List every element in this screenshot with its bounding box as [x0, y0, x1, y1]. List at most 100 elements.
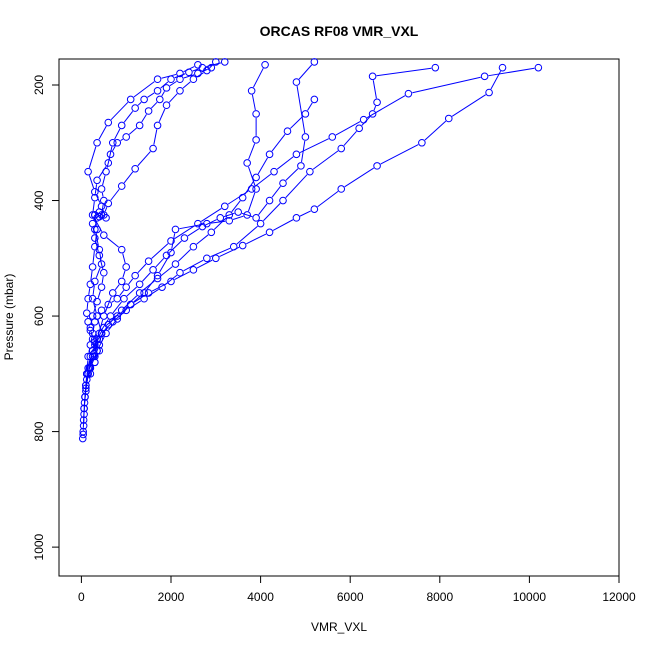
- data-point: [355, 124, 363, 133]
- series-segment: [298, 64, 313, 80]
- series-segment: [92, 285, 95, 295]
- series-segment: [187, 228, 200, 237]
- series-segment: [99, 337, 102, 342]
- series-segment: [373, 105, 377, 111]
- data-point: [203, 66, 211, 75]
- series-segment: [263, 203, 281, 222]
- series-segment: [247, 166, 256, 186]
- data-point: [102, 329, 110, 338]
- series-segment: [299, 210, 311, 217]
- data-point: [131, 164, 139, 173]
- series-segment: [137, 101, 142, 106]
- data-point: [212, 254, 220, 263]
- data-point: [225, 216, 234, 225]
- series-segment: [335, 121, 361, 136]
- series-segment: [376, 67, 432, 77]
- series-segment: [88, 146, 97, 168]
- data-point: [86, 280, 95, 289]
- series-segment: [253, 68, 264, 88]
- data-point: [194, 60, 202, 69]
- data-point: [140, 294, 148, 303]
- series-segment: [101, 276, 104, 284]
- data-point: [162, 84, 171, 92]
- data-point: [91, 211, 99, 219]
- series-segment: [110, 101, 129, 121]
- series-segment: [276, 156, 294, 170]
- data-point: [225, 211, 234, 219]
- data-point: [404, 89, 413, 98]
- series-segment: [94, 218, 97, 226]
- series-segment: [205, 219, 217, 226]
- series-segment: [83, 392, 87, 405]
- series-segment: [412, 76, 481, 94]
- series-segment: [271, 186, 281, 198]
- series-segment: [174, 225, 195, 240]
- data-point: [91, 358, 99, 367]
- series-segment: [366, 95, 406, 119]
- data-point: [189, 266, 198, 274]
- y-tick-label: 400: [32, 190, 46, 210]
- data-point: [252, 185, 260, 193]
- series-segment: [344, 167, 374, 188]
- data-point: [149, 144, 157, 153]
- series-segment: [147, 92, 155, 98]
- data-point: [140, 289, 148, 297]
- data-point: [171, 260, 180, 268]
- series-segment: [106, 237, 119, 248]
- series-segment: [161, 73, 177, 79]
- data-point: [292, 150, 301, 159]
- series-segment: [210, 220, 226, 224]
- series-segment: [90, 337, 93, 342]
- series-segment: [112, 145, 116, 152]
- data-point: [252, 110, 260, 118]
- data-point: [292, 78, 301, 86]
- series-segment: [137, 263, 147, 274]
- data-point: [167, 237, 175, 245]
- data-point: [444, 114, 453, 123]
- y-tick-label: 200: [32, 75, 46, 95]
- data-point: [431, 63, 440, 72]
- series-segment: [178, 249, 191, 262]
- x-tick-label: 4000: [247, 590, 274, 604]
- series-segment: [97, 319, 102, 330]
- data-point: [337, 144, 346, 153]
- data-point: [310, 95, 319, 104]
- data-point: [131, 104, 139, 112]
- data-point: [243, 159, 251, 167]
- data-point: [113, 315, 122, 323]
- series-segment: [272, 219, 294, 231]
- data-point: [91, 338, 99, 346]
- data-point: [82, 309, 91, 317]
- series-segment: [251, 94, 256, 111]
- series-segment: [183, 66, 195, 73]
- series-segment: [361, 116, 371, 126]
- series-segment: [151, 282, 168, 292]
- data-point: [167, 277, 175, 286]
- y-axis-label: Pressure (mbar): [2, 274, 16, 361]
- data-point: [247, 86, 256, 95]
- data-point: [534, 63, 543, 72]
- series-segment: [257, 157, 268, 175]
- data-point: [100, 268, 108, 277]
- data-point: [91, 242, 99, 251]
- series-segment: [153, 129, 158, 145]
- series-segment: [114, 284, 120, 291]
- data-point: [113, 294, 122, 303]
- series-segment: [95, 267, 101, 278]
- data-point: [229, 242, 238, 251]
- data-point: [243, 211, 251, 219]
- series-segment: [227, 190, 249, 205]
- x-axis: 0 2000 4000 6000 8000 10000 12000: [78, 575, 636, 604]
- data-point: [95, 251, 104, 260]
- data-point: [279, 179, 287, 187]
- data-point: [117, 245, 126, 254]
- data-point: [153, 274, 162, 283]
- data-point: [84, 318, 92, 326]
- series-segment: [112, 301, 122, 314]
- data-point: [81, 393, 89, 401]
- series-segment: [312, 150, 339, 170]
- series-segment: [192, 68, 199, 72]
- data-point: [310, 205, 319, 213]
- data-point: [86, 370, 95, 378]
